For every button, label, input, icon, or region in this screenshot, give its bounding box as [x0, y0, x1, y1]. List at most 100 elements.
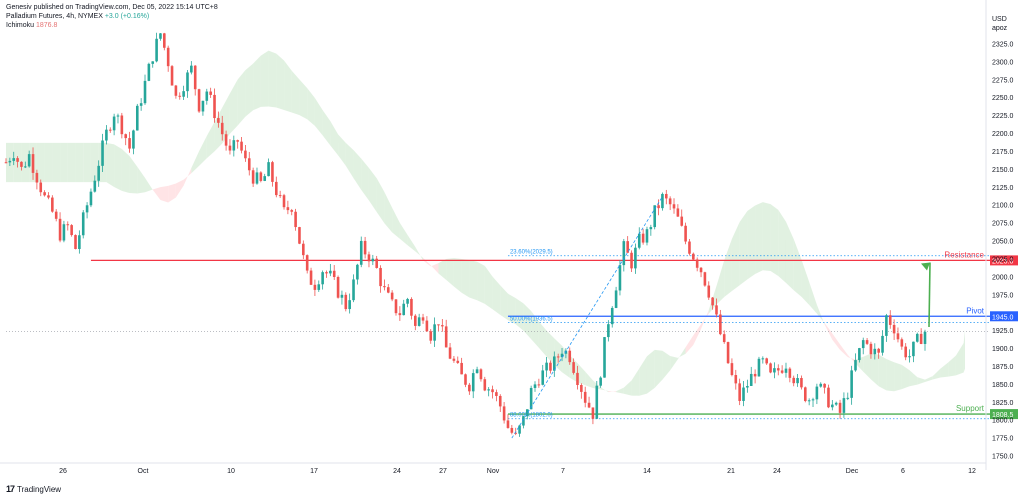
cloud-segment	[538, 321, 547, 357]
y-tick-label: 2050.0	[992, 239, 1014, 246]
candle-body	[394, 299, 398, 314]
cloud-segment	[484, 265, 493, 310]
cloud-segment	[523, 303, 532, 340]
cloud-segment	[314, 98, 323, 136]
cloud-segment	[114, 144, 122, 191]
candle-body	[610, 307, 614, 325]
candle-body	[522, 416, 525, 426]
cloud-segment	[453, 258, 462, 293]
chart-header: Genesiv published on TradingView.com, De…	[6, 3, 218, 30]
candle-body	[410, 298, 413, 316]
candle-body	[186, 72, 189, 92]
candle-body	[340, 294, 344, 298]
candle-body	[711, 297, 714, 306]
candle-body	[135, 105, 139, 131]
candle-body	[761, 358, 765, 360]
cloud-segment	[415, 246, 424, 261]
candle-body	[12, 158, 16, 161]
candle-body	[498, 395, 502, 407]
tradingview-logo-icon: 17	[6, 484, 15, 494]
candle-body	[217, 118, 220, 123]
level-label-resistance: Resistance	[944, 250, 984, 259]
x-axis[interactable]: 26 Oct 10 17 24 27 Nov 7 14 21 24 Dec 6 12	[0, 462, 986, 475]
candle-body	[495, 392, 498, 396]
candle-body	[672, 204, 676, 209]
candle-body	[47, 195, 50, 198]
cloud-segment	[446, 258, 454, 287]
candle-body	[719, 314, 722, 335]
tradingview-brand[interactable]: 17 TradingView	[6, 484, 61, 494]
candle-body	[444, 326, 448, 348]
candle-body	[730, 363, 734, 376]
x-tick-label: 24	[773, 468, 781, 475]
candle-body	[367, 254, 371, 262]
y-tick-label: 2200.0	[992, 131, 1014, 138]
candle-body	[599, 377, 602, 386]
candle-body	[634, 247, 637, 269]
candle-body	[336, 277, 340, 298]
cloud-segment	[724, 238, 732, 297]
cloud-segment	[145, 177, 153, 193]
candle-body	[811, 399, 815, 401]
axis-currency: USD	[992, 16, 1007, 23]
indicator-line[interactable]: Ichimoku 1876.8	[6, 21, 218, 30]
candle-body	[715, 305, 718, 315]
candle-body	[267, 162, 270, 177]
candle-body	[139, 103, 143, 106]
candle-body	[746, 385, 749, 388]
cloud-segment	[863, 353, 871, 380]
cloud-segment	[438, 258, 447, 280]
candle-body	[128, 138, 131, 149]
cloud-segment	[214, 107, 223, 152]
candle-body	[502, 406, 506, 421]
fib-trend-line	[511, 196, 663, 439]
candle-body	[815, 386, 819, 400]
candle-body	[224, 134, 228, 146]
candle-body	[626, 241, 629, 253]
cloud-segment	[368, 168, 377, 213]
x-tick-label: 21	[727, 468, 735, 475]
candle-body	[159, 33, 162, 39]
candle-body	[31, 154, 35, 173]
cloud-segment	[245, 63, 254, 117]
cloud-segment	[268, 50, 277, 108]
candle-body	[533, 384, 537, 388]
y-tick-label: 1850.0	[992, 382, 1014, 389]
candle-body	[915, 333, 919, 342]
y-tick-label: 2175.0	[992, 149, 1014, 156]
level-tag-resistance	[990, 255, 1018, 266]
symbol-name[interactable]: Palladium Futures, 4h, NYMEX	[6, 13, 103, 20]
cloud-segment	[407, 234, 416, 252]
cloud-segment	[44, 142, 53, 183]
candle-body	[190, 65, 193, 73]
candle-body	[788, 368, 792, 378]
candle-body	[363, 240, 367, 255]
candle-body	[603, 337, 606, 378]
candle-body	[803, 387, 807, 402]
level-value-resistance: 2023.0	[992, 258, 1014, 265]
candle-body	[274, 181, 278, 196]
candle-body	[854, 360, 857, 371]
candle-body	[27, 154, 31, 167]
candle-body	[487, 389, 490, 391]
cloud-segment	[840, 344, 848, 358]
candle-body	[58, 218, 62, 241]
cloud-segment	[515, 298, 524, 331]
y-tick-label: 1925.0	[992, 328, 1014, 335]
x-tick-label: 26	[59, 468, 67, 475]
candle-body	[475, 369, 479, 374]
fib-label: 88.00%(1802.0)	[510, 413, 553, 419]
candle-body	[325, 272, 328, 274]
candle-body	[888, 315, 892, 325]
cloud-segment	[376, 178, 385, 224]
cloud-segment	[237, 70, 246, 126]
y-axis[interactable]: USD apoz 2325.0 2300.0 2275.0 2250.0 2225.0 220…	[985, 0, 1014, 470]
candle-body	[236, 140, 239, 142]
cloud-segment	[492, 276, 501, 315]
candle-body	[286, 207, 290, 211]
cloud-segment	[276, 53, 285, 111]
candle-body	[359, 240, 363, 265]
cloud-segment	[770, 204, 779, 277]
